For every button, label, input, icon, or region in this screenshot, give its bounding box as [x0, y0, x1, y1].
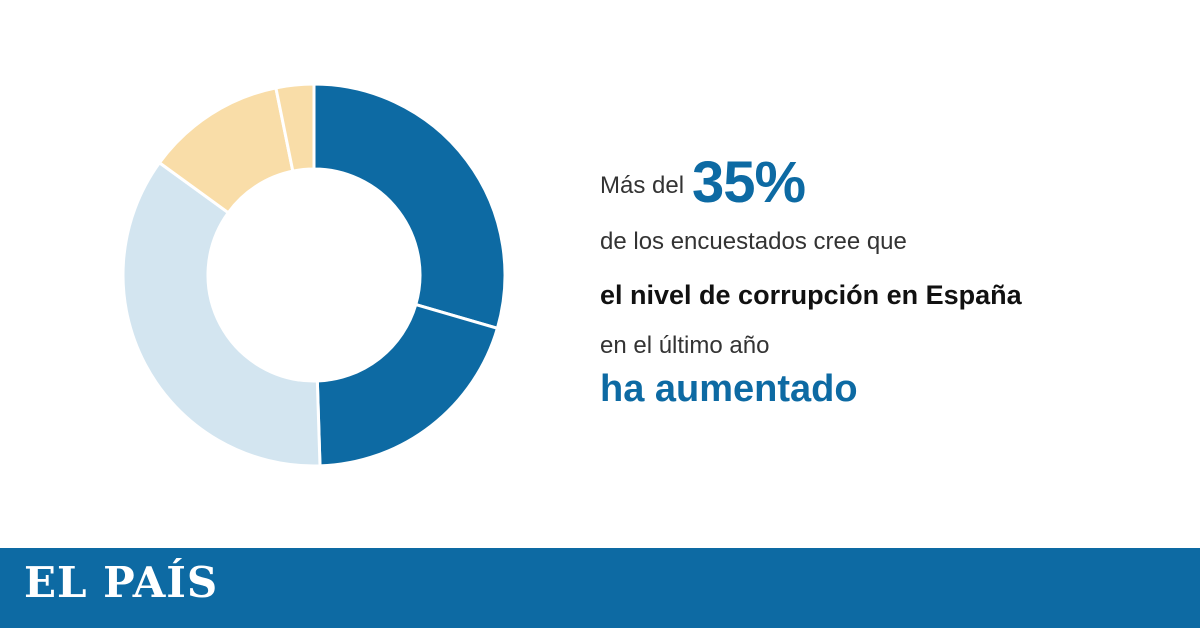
headline-prefix: Más del: [600, 172, 685, 199]
donut-slice-5: [274, 82, 316, 173]
headline: Más del 35% de los encuestados cree que …: [600, 140, 1180, 418]
donut-chart: [121, 82, 507, 468]
donut-slice-3: [121, 160, 322, 468]
footer-bar: EL PAÍS: [0, 548, 1200, 628]
el-pais-logo: EL PAÍS: [24, 558, 219, 607]
donut-slice-2: [315, 302, 500, 468]
headline-line-2: de los encuestados cree que: [600, 228, 907, 255]
headline-line-1: Más del 35%: [600, 140, 1180, 212]
headline-line-3: el nivel de corrupción en España: [600, 280, 1022, 310]
headline-line-5: ha aumentado: [600, 368, 858, 410]
headline-percent-value: 35%: [692, 150, 806, 215]
headline-line-4: en el último año: [600, 332, 770, 359]
donut-slice-1: [312, 82, 507, 331]
